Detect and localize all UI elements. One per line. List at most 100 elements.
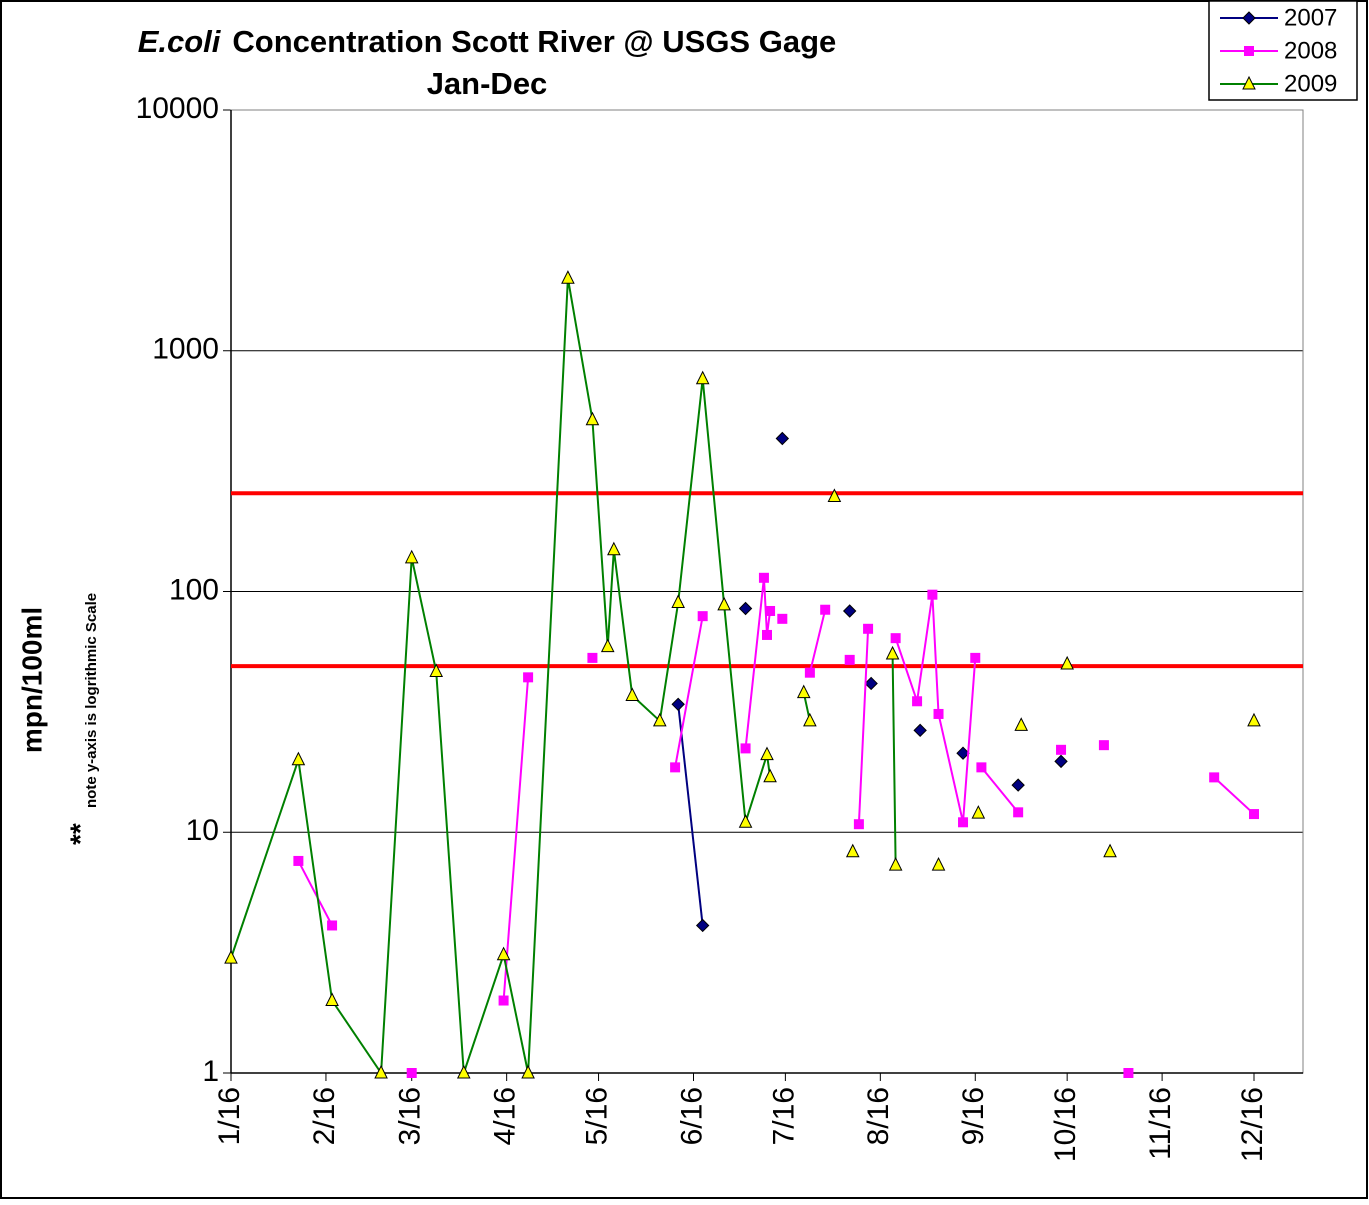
x-tick-label: 10/16 (1049, 1087, 1082, 1162)
marker (853, 819, 864, 830)
y-tick-label: 1 (202, 1055, 219, 1088)
marker (429, 663, 444, 678)
y-tick-label: 1000 (152, 333, 219, 366)
marker (863, 623, 874, 634)
marker (325, 992, 339, 1007)
marker (1014, 717, 1029, 731)
marker (842, 604, 857, 618)
x-tick-label: 9/16 (957, 1087, 990, 1145)
marker (587, 652, 598, 663)
marker (827, 488, 842, 503)
y-tick-label: 10000 (136, 92, 219, 125)
marker (796, 684, 811, 699)
marker (763, 768, 777, 783)
marker (912, 696, 923, 707)
marker (765, 605, 776, 616)
marker (971, 805, 986, 819)
marker (1056, 744, 1067, 755)
marker (1054, 754, 1068, 769)
marker (1209, 772, 1220, 783)
x-tick-label: 6/16 (675, 1087, 708, 1145)
marker (820, 604, 831, 615)
marker (777, 613, 788, 624)
marker (1248, 809, 1259, 820)
marker (1060, 655, 1074, 670)
marker (717, 596, 731, 611)
x-tick-label: 7/16 (767, 1087, 800, 1145)
marker (803, 712, 817, 727)
marker (927, 589, 938, 600)
marker (758, 572, 769, 583)
marker (671, 697, 685, 712)
chart-title: E.coli Concentration Scott River @ USGS G… (138, 24, 837, 59)
marker (1103, 843, 1117, 858)
marker (931, 857, 946, 871)
marker (976, 762, 987, 773)
marker (845, 843, 860, 858)
x-tick-label: 11/16 (1144, 1087, 1177, 1160)
legend-label: 2008 (1284, 37, 1337, 64)
x-tick-label: 3/16 (394, 1087, 427, 1145)
x-tick-label: 5/16 (580, 1087, 613, 1145)
x-tick-label: 2/16 (308, 1087, 341, 1145)
marker (956, 746, 970, 760)
marker (933, 708, 944, 719)
marker (1011, 778, 1025, 792)
marker (607, 541, 621, 556)
marker (970, 652, 981, 663)
marker (864, 676, 878, 691)
title-italic: E.coli (138, 24, 222, 59)
marker (625, 687, 640, 701)
legend-marker (1242, 75, 1256, 90)
marker (738, 814, 753, 828)
y-note-prefix: ** (64, 823, 95, 845)
x-tick-label: 8/16 (862, 1087, 895, 1145)
marker (738, 601, 753, 616)
marker (775, 431, 790, 446)
marker (1013, 807, 1024, 818)
marker (670, 762, 681, 773)
marker (740, 743, 751, 754)
marker (760, 746, 774, 761)
marker (885, 645, 900, 660)
x-tick-label: 4/16 (489, 1087, 522, 1145)
marker (561, 270, 575, 284)
marker (695, 918, 710, 933)
x-tick-label: 12/16 (1236, 1087, 1269, 1162)
marker (1123, 1068, 1134, 1078)
y-axis-label: mpn/100ml (16, 607, 47, 753)
marker (498, 995, 509, 1006)
y-tick-label: 10 (186, 814, 219, 847)
marker (695, 370, 710, 385)
marker (890, 633, 901, 644)
y-tick-label: 100 (169, 573, 219, 606)
marker (762, 629, 772, 640)
marker (671, 594, 685, 609)
marker (521, 1064, 535, 1079)
y-note: note y-axis is logrithmic Scale (83, 593, 100, 808)
marker (224, 950, 238, 964)
legend-marker (1242, 11, 1256, 25)
marker (585, 411, 600, 426)
marker (913, 723, 927, 738)
marker (804, 667, 815, 678)
marker (523, 672, 534, 683)
legend-marker (1244, 46, 1254, 56)
marker (456, 1064, 471, 1079)
marker (888, 857, 903, 871)
marker (844, 654, 855, 665)
marker (327, 920, 338, 931)
title-main: Concentration Scott River @ USGS Gage (232, 24, 836, 59)
legend-label: 2009 (1284, 70, 1337, 97)
marker (958, 817, 969, 828)
legend-label: 2007 (1284, 4, 1337, 31)
chart-subtitle: Jan-Dec (427, 66, 548, 101)
x-tick-label: 1/16 (213, 1087, 246, 1145)
marker (293, 855, 304, 866)
marker (652, 712, 667, 727)
marker (496, 946, 511, 961)
marker (374, 1064, 388, 1079)
marker (404, 549, 419, 564)
